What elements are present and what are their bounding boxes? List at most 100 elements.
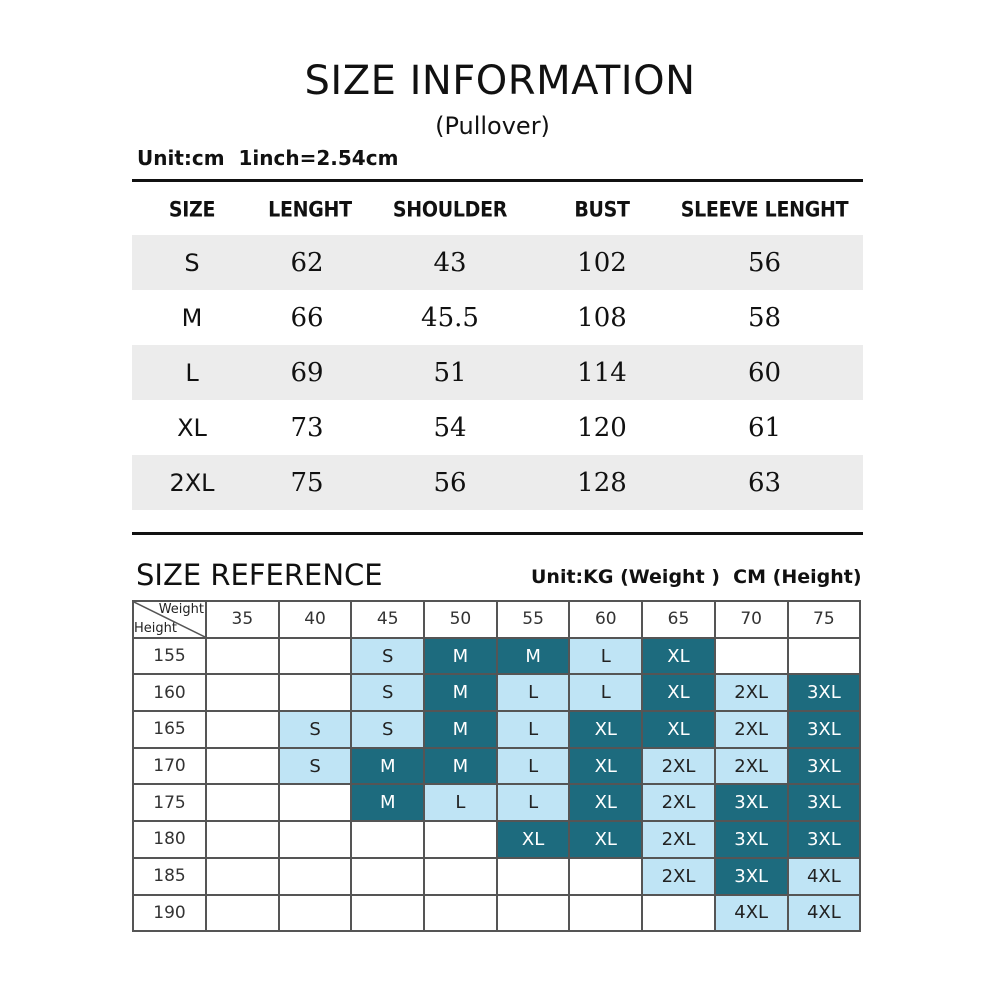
size-reference-unit: Unit:KG (Weight ) CM (Height)	[531, 566, 862, 588]
weight-header-cell: 40	[279, 602, 353, 639]
reference-size-cell: 2XL	[643, 748, 716, 786]
reference-size-cell: 2XL	[715, 748, 789, 786]
size-table-header: SIZE LENGHT SHOULDER BUST SLEEVE LENGHT	[132, 185, 863, 235]
size-table-row: M 66 45.5 108 58	[132, 290, 863, 345]
size-table-row: L 69 51 114 60	[132, 345, 863, 400]
reference-size-cell	[715, 638, 789, 676]
size-table-row: S 62 43 102 56	[132, 235, 863, 290]
cell-shoulder: 43	[433, 247, 467, 278]
header-length: LENGHT	[268, 197, 352, 223]
cell-sleeve-length: 58	[747, 302, 782, 333]
reference-size-cell: XL	[643, 712, 716, 749]
row-shading	[132, 345, 863, 400]
header-bust: BUST	[574, 197, 630, 223]
reference-size-cell: 3XL	[715, 822, 789, 859]
reference-size-cell: S	[352, 675, 426, 713]
reference-size-cell: 2XL	[715, 675, 789, 713]
height-header-cell: 160	[134, 675, 207, 713]
reference-size-cell: 3XL	[715, 858, 789, 896]
reference-size-cell	[279, 675, 353, 713]
cell-size: M	[181, 303, 203, 332]
height-header-cell: 170	[134, 748, 207, 786]
row-shading	[132, 235, 863, 290]
reference-size-cell: 3XL	[788, 822, 862, 859]
reference-size-cell: XL	[570, 748, 644, 786]
reference-size-cell: 2XL	[643, 785, 716, 823]
height-header-cell: 180	[134, 822, 207, 859]
reference-size-cell	[207, 895, 280, 933]
reference-size-cell	[279, 895, 353, 933]
reference-size-cell	[570, 895, 644, 933]
reference-size-cell: M	[352, 748, 426, 786]
weight-header-cell: 75	[788, 602, 862, 639]
reference-size-cell: 2XL	[643, 858, 716, 896]
size-table-body: S 62 43 102 56 M 66 45.5 108 58 L 69 51 114 60 XL 73 54 12…	[132, 235, 863, 510]
cell-shoulder: 51	[433, 357, 467, 388]
cell-bust: 114	[577, 357, 627, 388]
cell-size: L	[185, 358, 199, 387]
header-shoulder: SHOULDER	[392, 197, 508, 223]
reference-size-cell: 4XL	[715, 895, 789, 933]
cell-size: XL	[177, 413, 207, 442]
reference-size-cell	[207, 858, 280, 896]
weight-header-cell: 70	[715, 602, 789, 639]
header-sleeve-length: SLEEVE LENGHT	[680, 197, 849, 223]
reference-size-cell	[497, 895, 571, 933]
reference-size-cell: L	[425, 785, 498, 823]
reference-size-cell: M	[497, 638, 571, 676]
height-header-cell: 190	[134, 895, 207, 933]
cell-size: 2XL	[169, 468, 215, 497]
reference-size-cell: XL	[570, 785, 644, 823]
reference-size-cell	[497, 858, 571, 896]
cell-bust: 128	[577, 467, 627, 498]
reference-size-cell: 3XL	[788, 748, 862, 786]
bottom-divider	[132, 532, 863, 535]
cell-bust: 120	[577, 412, 627, 443]
reference-size-cell: L	[497, 748, 571, 786]
reference-size-cell	[279, 638, 353, 676]
reference-size-cell: L	[497, 712, 571, 749]
reference-size-cell: 4XL	[788, 858, 862, 896]
reference-size-cell: 3XL	[715, 785, 789, 823]
height-header-cell: 155	[134, 638, 207, 676]
unit-note: Unit:cm 1inch=2.54cm	[137, 146, 399, 170]
size-reference-title: SIZE REFERENCE	[136, 558, 383, 592]
diagonal-divider-icon	[134, 602, 205, 637]
size-reference-grid: Weight Height 35 40 45 50 55 60 65 70 75 155 S M M L X…	[132, 600, 862, 933]
cell-shoulder: 45.5	[421, 302, 479, 333]
cell-length: 62	[290, 247, 324, 278]
page-subtitle: (Pullover)	[435, 112, 550, 140]
reference-size-cell	[279, 785, 353, 823]
height-header-cell: 175	[134, 785, 207, 823]
reference-size-cell	[207, 748, 280, 786]
height-header-cell: 185	[134, 858, 207, 896]
cell-bust: 108	[577, 302, 627, 333]
reference-size-cell: S	[352, 638, 426, 676]
reference-size-cell: 3XL	[788, 785, 862, 823]
reference-size-cell	[279, 858, 353, 896]
reference-size-cell: M	[425, 675, 498, 713]
reference-size-cell: XL	[643, 638, 716, 676]
reference-size-cell	[207, 712, 280, 749]
corner-height-label: Height	[134, 620, 177, 636]
cell-sleeve-length: 60	[747, 357, 782, 388]
reference-size-cell	[425, 822, 498, 859]
reference-size-cell: S	[279, 712, 353, 749]
row-shading	[132, 455, 863, 510]
reference-size-cell: L	[497, 675, 571, 713]
cell-shoulder: 56	[433, 467, 467, 498]
cell-length: 66	[290, 302, 324, 333]
weight-header-cell: 50	[425, 602, 498, 639]
top-divider	[132, 179, 863, 182]
reference-size-cell	[207, 785, 280, 823]
cell-length: 75	[290, 467, 324, 498]
size-information-table: SIZE LENGHT SHOULDER BUST SLEEVE LENGHT …	[132, 185, 863, 510]
reference-size-cell: XL	[570, 712, 644, 749]
size-table-row: 2XL 75 56 128 63	[132, 455, 863, 510]
reference-size-cell	[788, 638, 862, 676]
size-table-row: XL 73 54 120 61	[132, 400, 863, 455]
reference-size-cell	[279, 822, 353, 859]
reference-size-cell: XL	[570, 822, 644, 859]
reference-size-cell: 2XL	[715, 712, 789, 749]
corner-weight-label: Weight	[158, 602, 204, 617]
